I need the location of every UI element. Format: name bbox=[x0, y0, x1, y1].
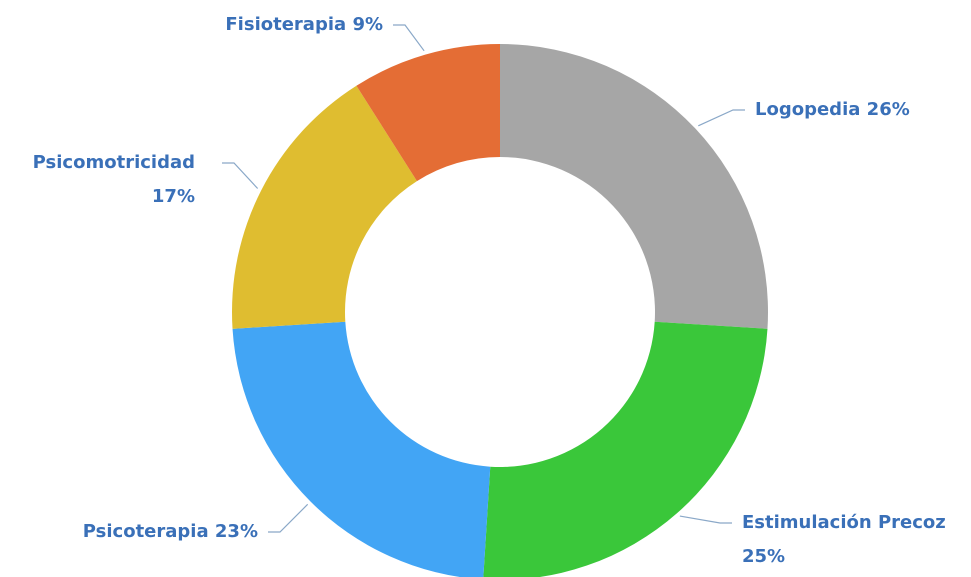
donut-slice bbox=[232, 85, 417, 329]
leader-line bbox=[393, 24, 425, 52]
label-name: Logopedia bbox=[755, 99, 860, 120]
slice-label: Psicomotricidad 17% bbox=[33, 152, 195, 207]
label-name: Estimulación Precoz bbox=[742, 512, 946, 533]
donut-slice bbox=[500, 44, 768, 329]
slice-label: Fisioterapia 9% bbox=[225, 14, 383, 35]
slice-label: Estimulación Precoz 25% bbox=[742, 512, 946, 567]
leader-line bbox=[222, 162, 259, 189]
leader-line bbox=[268, 503, 309, 533]
label-value: 23% bbox=[215, 521, 258, 542]
label-name: Fisioterapia bbox=[225, 14, 346, 35]
leader-line bbox=[679, 515, 732, 524]
label-value: 25% bbox=[742, 546, 785, 567]
slice-label: Logopedia 26% bbox=[755, 99, 910, 120]
label-value: 17% bbox=[152, 186, 195, 207]
label-name: Psicomotricidad bbox=[33, 152, 195, 173]
donut-slice bbox=[356, 44, 500, 182]
leader-line bbox=[698, 109, 745, 127]
label-value: 9% bbox=[352, 14, 383, 35]
donut-slice bbox=[232, 321, 491, 577]
slice-label: Psicoterapia 23% bbox=[83, 521, 258, 542]
label-value: 26% bbox=[867, 99, 910, 120]
label-name: Psicoterapia bbox=[83, 521, 209, 542]
donut-slice bbox=[483, 321, 768, 577]
